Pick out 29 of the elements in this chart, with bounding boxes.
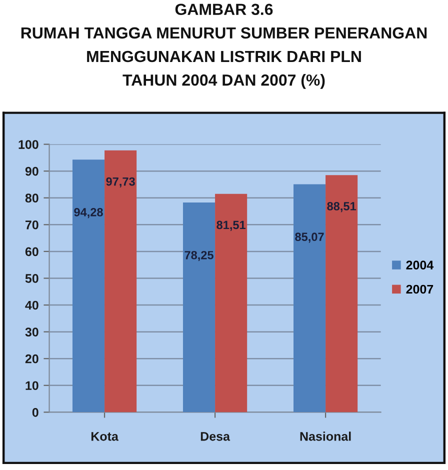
bar (215, 194, 248, 412)
bar (104, 150, 137, 412)
data-label: 81,51 (216, 220, 246, 231)
y-tick-label: 30 (25, 328, 38, 336)
bar (326, 175, 358, 412)
x-tick-label: Desa (200, 432, 230, 441)
data-label: 78,25 (184, 250, 214, 262)
y-tick-label: 0 (32, 408, 38, 417)
x-tick-label: Nasional (300, 432, 351, 441)
y-tick-label: 90 (25, 166, 38, 176)
data-label: 88,51 (327, 202, 356, 212)
y-tick-label: 50 (25, 274, 38, 283)
bar (72, 160, 105, 412)
y-tick-label: 60 (25, 247, 38, 256)
y-tick-label: 10 (26, 381, 38, 390)
y-tick-label: 20 (25, 354, 38, 364)
bar (182, 202, 216, 412)
legend-label: 2007 (406, 284, 434, 294)
data-label: 94,28 (74, 208, 103, 218)
data-label: 85,07 (295, 232, 324, 243)
bar (294, 184, 326, 412)
y-tick-label: 70 (26, 220, 38, 230)
y-tick-label: 40 (25, 300, 38, 310)
y-tick-label: 80 (25, 194, 38, 203)
x-tick-label: Kota (91, 432, 118, 441)
legend-label: 2004 (406, 260, 434, 270)
y-tick-label: 100 (18, 140, 38, 149)
chart-title: GAMBAR 3.6 RUMAH TANGGA MENURUT SUMBER PENERANGAN MENGGUNAKAN LISTRIK DARI PLN TAHUN 2004 DAN 2007 (%) (21, 4, 427, 89)
data-label: 97,73 (106, 177, 135, 188)
